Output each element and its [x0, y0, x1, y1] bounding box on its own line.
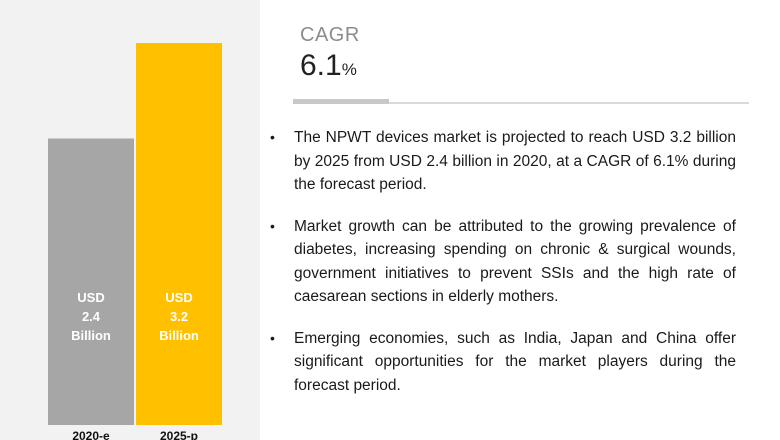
- bar-2020-e: [48, 138, 134, 425]
- bar-data-label: Billion: [159, 328, 199, 343]
- x-tick-label: 2020-e: [72, 429, 110, 440]
- bullet-item: • Emerging economies, such as India, Jap…: [268, 327, 736, 398]
- cagr-divider-accent: [293, 99, 389, 104]
- cagr-value: 6.1%: [300, 49, 360, 83]
- bullet-icon: •: [270, 329, 275, 346]
- bullet-text: The NPWT devices market is projected to …: [294, 129, 736, 193]
- bar-data-label: USD: [165, 290, 192, 305]
- bullet-icon: •: [270, 129, 275, 145]
- bullet-text: Emerging economies, such as India, Japan…: [294, 329, 736, 394]
- bullet-text: Market growth can be attributed to the g…: [294, 217, 736, 306]
- bullet-item: • The NPWT devices market is projected t…: [268, 126, 736, 197]
- summary-bullets: • The NPWT devices market is projected t…: [268, 126, 736, 415]
- bar-data-label: 2.4: [82, 309, 101, 324]
- x-tick-label: 2025-p: [160, 429, 198, 440]
- cagr-title: CAGR: [300, 24, 360, 46]
- cagr-divider: [293, 102, 749, 104]
- cagr-number: 6.1: [300, 49, 342, 82]
- cagr-block: CAGR 6.1%: [300, 24, 360, 83]
- bar-data-label: USD: [77, 290, 104, 305]
- cagr-unit: %: [341, 60, 357, 79]
- bar-data-label: Billion: [71, 328, 111, 343]
- bar-2025-p: [136, 43, 222, 425]
- bar-chart: USD 2.4 Billion 2020-e USD 3.2 Billion 2025-p: [48, 43, 222, 440]
- bullet-item: • Market growth can be attributed to the…: [268, 215, 736, 309]
- bullet-icon: •: [270, 217, 275, 234]
- bar-data-label: 3.2: [170, 309, 188, 324]
